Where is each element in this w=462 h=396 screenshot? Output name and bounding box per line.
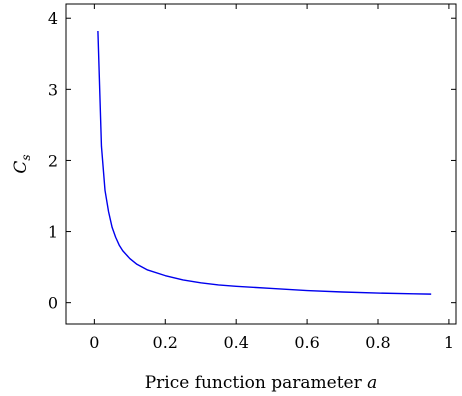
y-axis-title-text: C	[11, 161, 31, 174]
y-tick-label: 2	[48, 151, 58, 170]
y-tick-label: 4	[48, 9, 58, 28]
y-tick-label: 0	[48, 294, 58, 313]
x-axis-tick-labels: 0 0.2 0.4 0.6 0.8 1	[89, 333, 454, 352]
x-tick-label: 0.6	[294, 333, 319, 352]
x-tick-label: 0.4	[223, 333, 248, 352]
series-layer	[97, 30, 432, 295]
x-axis-title-variable: a	[367, 373, 377, 393]
y-tick-label: 1	[48, 223, 58, 242]
y-axis-title-subscript: s	[19, 154, 33, 160]
y-axis-title: Cs	[11, 154, 33, 173]
x-tick-label: 0.8	[365, 333, 390, 352]
x-axis-title-text: Price function parameter	[145, 373, 363, 393]
plot-frame	[65, 3, 457, 325]
x-tick-label: 0.2	[153, 333, 178, 352]
y-tick-label: 3	[48, 80, 58, 99]
x-axis-title: Price function parameter a	[145, 373, 378, 393]
series-line	[97, 30, 432, 295]
x-tick-label: 0	[89, 333, 99, 352]
y-axis-tick-labels: 0 1 2 3 4	[48, 9, 58, 312]
x-tick-label: 1	[444, 333, 454, 352]
axis-ticks	[66, 4, 456, 324]
